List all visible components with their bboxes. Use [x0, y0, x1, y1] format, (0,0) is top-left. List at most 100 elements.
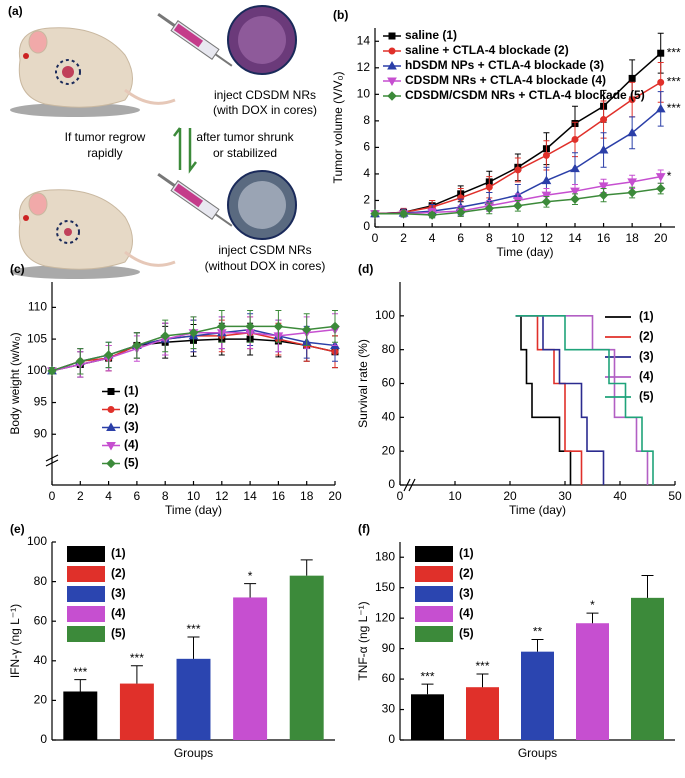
- y-tick-label: 30: [382, 702, 396, 716]
- marker: [245, 321, 255, 332]
- legend-label: (2): [111, 566, 126, 580]
- marker: [628, 96, 636, 104]
- legend-label: CDSDM/CSDM NRs + CTLA-4 blockade (5): [405, 88, 645, 102]
- x-tick-label: 14: [568, 231, 582, 245]
- x-axis-label: Groups: [518, 746, 557, 760]
- marker: [542, 151, 550, 159]
- error-bar: [586, 612, 599, 624]
- legend-swatch: [415, 626, 453, 642]
- marker: [570, 194, 580, 204]
- y-tick-label: 40: [382, 410, 396, 424]
- legend-swatch: [67, 606, 105, 622]
- x-tick-label: 18: [625, 231, 639, 245]
- survival-line: [515, 315, 572, 485]
- x-tick-label: 30: [558, 489, 572, 503]
- y-tick-label: 180: [375, 549, 395, 563]
- label: after tumor shrunk: [196, 130, 294, 144]
- x-tick-label: 10: [187, 489, 201, 503]
- y-tick-label: 100: [27, 363, 47, 377]
- y-tick-label: 60: [34, 613, 48, 627]
- y-tick-label: 0: [388, 477, 395, 491]
- y-tick-label: 60: [382, 671, 396, 685]
- y-tick-label: 110: [28, 300, 47, 314]
- y-tick-label: 60: [382, 376, 396, 390]
- mouse-eye: [23, 53, 29, 59]
- legend-label: (2): [459, 566, 474, 580]
- tumor-core: [62, 66, 74, 78]
- label: If tumor regrow: [65, 130, 146, 144]
- x-tick-label: 2: [400, 231, 407, 245]
- marker: [107, 406, 115, 413]
- significance: ***: [475, 659, 489, 673]
- marker: [106, 422, 116, 431]
- y-tick-label: 95: [34, 395, 48, 409]
- legend-swatch: [415, 546, 453, 562]
- legend-label: (3): [124, 420, 139, 434]
- x-tick-label: 20: [654, 231, 668, 245]
- panel-label: (c): [10, 262, 25, 276]
- marker: [388, 32, 396, 40]
- survival-line: [515, 315, 654, 485]
- x-tick-label: 12: [540, 231, 554, 245]
- significance: **: [533, 625, 543, 639]
- marker: [628, 74, 636, 82]
- marker: [106, 458, 116, 469]
- x-tick-label: 6: [457, 231, 464, 245]
- marker: [598, 190, 609, 200]
- x-tick-label: 10: [511, 231, 525, 245]
- y-tick-label: 80: [382, 342, 396, 356]
- marker: [541, 197, 552, 207]
- y-tick-label: 8: [363, 113, 370, 127]
- label: rapidly: [87, 146, 122, 160]
- significance: ***: [420, 669, 434, 683]
- mouse-tail: [124, 88, 176, 105]
- marker: [570, 187, 580, 197]
- marker: [301, 324, 312, 335]
- error-bar: [531, 638, 544, 652]
- marker: [656, 183, 666, 194]
- legend-swatch: [415, 566, 453, 582]
- marker: [370, 209, 380, 219]
- bar: [631, 597, 664, 740]
- x-tick-label: 6: [134, 489, 141, 503]
- x-axis-label: Time (day): [497, 245, 554, 259]
- y-tick-label: 10: [357, 87, 371, 101]
- marker: [387, 91, 397, 101]
- y-tick-label: 0: [388, 732, 395, 746]
- legend-label: saline (1): [405, 28, 457, 42]
- legend-swatch: [67, 586, 105, 602]
- y-tick-label: 12: [357, 60, 371, 74]
- x-axis-label: Time (day): [509, 503, 566, 517]
- bar: [521, 651, 554, 740]
- marker: [655, 173, 666, 182]
- marker: [600, 116, 608, 124]
- syringe: [157, 12, 233, 67]
- x-tick-label: 12: [215, 489, 229, 503]
- x-tick-label: 2: [77, 489, 84, 503]
- y-tick-label: 20: [382, 443, 396, 457]
- y-axis-label: TNF-α (ng L⁻¹): [356, 601, 370, 680]
- x-tick-label: 20: [328, 489, 342, 503]
- marker: [427, 210, 437, 220]
- x-tick-label: 16: [597, 231, 611, 245]
- legend-label: (5): [111, 626, 126, 640]
- survival-line: [515, 315, 583, 485]
- significance: *: [667, 169, 672, 183]
- y-tick-label: 2: [363, 193, 370, 207]
- y-tick-label: 100: [27, 534, 47, 548]
- y-tick-label: 4: [363, 166, 370, 180]
- legend-swatch: [415, 586, 453, 602]
- panel-label: (b): [333, 8, 348, 22]
- y-tick-label: 90: [34, 426, 48, 440]
- legend-label: (1): [459, 546, 474, 560]
- y-tick-label: 14: [357, 33, 371, 47]
- legend-label: (4): [124, 438, 139, 452]
- marker: [541, 191, 552, 201]
- legend-label: (4): [459, 606, 474, 620]
- y-axis-label: IFN-γ (ng L⁻¹): [8, 604, 22, 678]
- legend-label: (5): [639, 389, 654, 403]
- y-tick-label: 6: [363, 140, 370, 154]
- marker: [188, 328, 199, 338]
- mouse-ear: [28, 192, 48, 216]
